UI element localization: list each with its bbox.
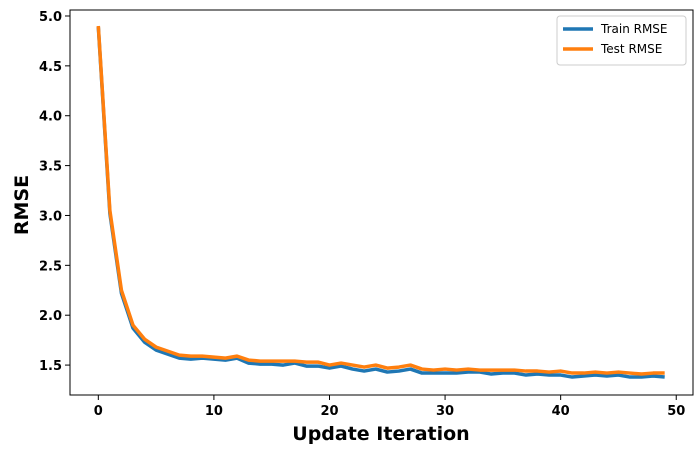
legend-label-train: Train RMSE bbox=[600, 22, 668, 36]
legend-label-test: Test RMSE bbox=[600, 42, 662, 56]
x-tick-label: 50 bbox=[667, 404, 685, 419]
y-tick-label: 4.5 bbox=[39, 60, 62, 75]
plot-area bbox=[70, 10, 693, 395]
series-line-test bbox=[96, 25, 665, 376]
x-tick-label: 40 bbox=[552, 404, 570, 419]
series-lines bbox=[96, 25, 665, 379]
x-axis-ticks: 0 10 20 30 40 50 bbox=[94, 395, 685, 419]
y-tick-label: 2.5 bbox=[39, 259, 62, 274]
plot-frame bbox=[69, 9, 694, 396]
y-axis-ticks: 1.5 2.0 2.5 3.0 3.5 4.0 4.5 5.0 bbox=[39, 10, 70, 374]
x-tick-label: 20 bbox=[320, 404, 338, 419]
y-tick-label: 2.0 bbox=[39, 309, 62, 324]
y-tick-label: 5.0 bbox=[39, 10, 62, 25]
x-axis-label: Update Iteration bbox=[292, 423, 469, 445]
x-tick-label: 30 bbox=[436, 404, 454, 419]
y-tick-label: 3.0 bbox=[39, 209, 62, 224]
y-axis-label: RMSE bbox=[11, 175, 33, 235]
y-tick-label: 1.5 bbox=[39, 359, 62, 374]
y-tick-label: 4.0 bbox=[39, 110, 62, 125]
x-tick-label: 10 bbox=[205, 404, 223, 419]
x-tick-label: 0 bbox=[94, 404, 103, 419]
y-tick-label: 3.5 bbox=[39, 160, 62, 175]
legend: Train RMSE Test RMSE bbox=[556, 15, 687, 66]
series-line-train bbox=[96, 26, 665, 379]
